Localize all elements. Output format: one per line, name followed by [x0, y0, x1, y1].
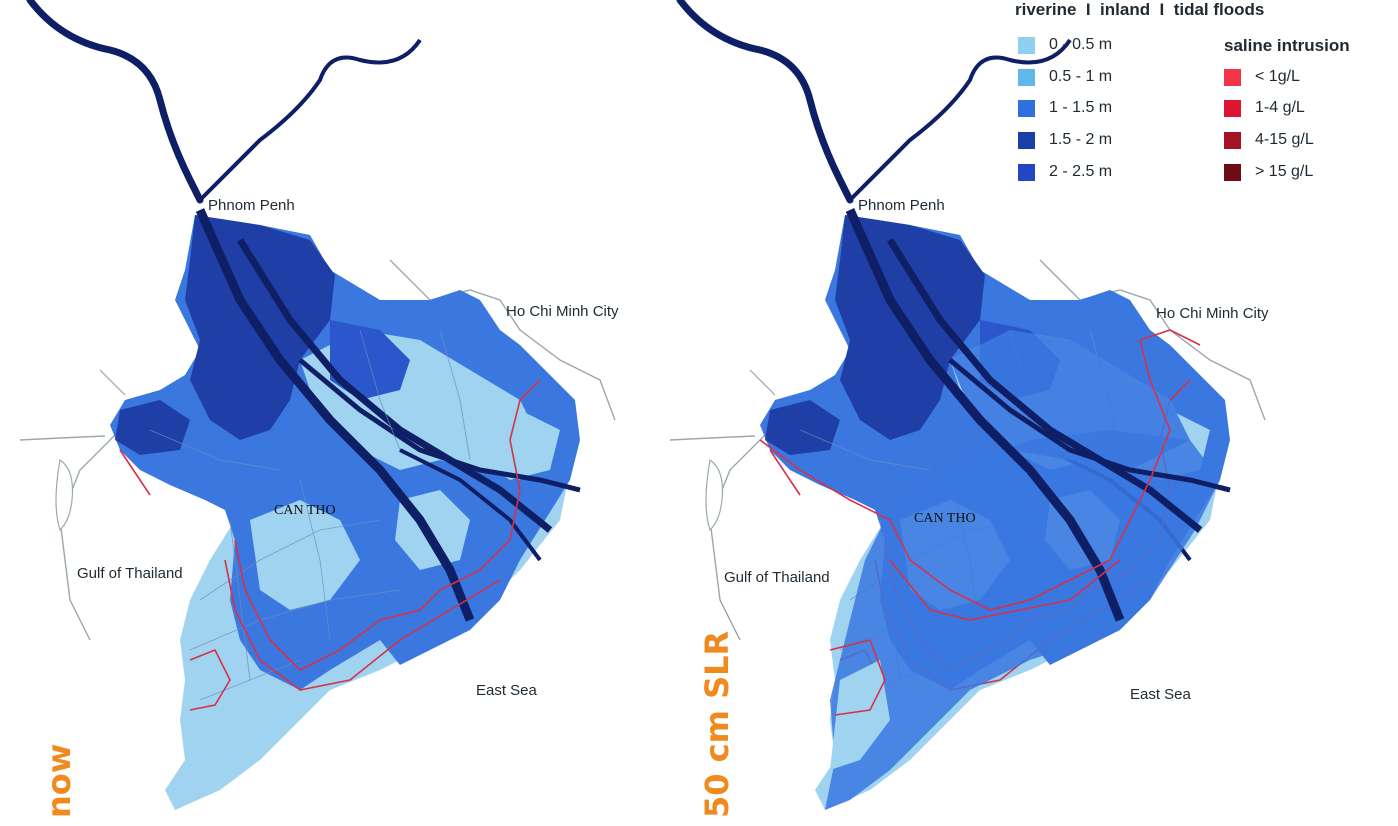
legend-label: 1 - 1.5 m [1049, 99, 1113, 116]
legend-swatch [1018, 163, 1035, 181]
legend-label: 0 - 0.5 m [1049, 36, 1113, 53]
legend-label: 1-4 g/L [1255, 99, 1305, 116]
legend-label: 4-15 g/L [1255, 131, 1314, 148]
legend-swatch [1224, 163, 1241, 181]
legend-flood-item: 0.5 - 1 m [1018, 68, 1112, 86]
legend-swatch [1018, 36, 1035, 54]
label-ho-chi-minh-city-slr: Ho Chi Minh City [1156, 305, 1269, 322]
legend-swatch [1224, 131, 1241, 149]
legend-saline-item: 1-4 g/L [1224, 99, 1305, 117]
label-can-tho-now: CAN THO [274, 503, 336, 518]
legend-saline-item: 4-15 g/L [1224, 131, 1314, 149]
label-phnom-penh-slr: Phnom Penh [858, 197, 945, 214]
legend-label: 2 - 2.5 m [1049, 163, 1113, 180]
label-gulf-of-thailand-slr: Gulf of Thailand [724, 569, 830, 586]
legend-saline-item: > 15 g/L [1224, 163, 1313, 181]
legend-saline-item: < 1g/L [1224, 68, 1300, 86]
map-slr50 [670, 0, 1265, 810]
label-phnom-penh-now: Phnom Penh [208, 197, 295, 214]
legend-saline-title: saline intrusion [1224, 36, 1350, 55]
label-east-sea-now: East Sea [476, 682, 537, 699]
legend-swatch [1018, 99, 1035, 117]
label-east-sea-slr: East Sea [1130, 686, 1191, 703]
legend-swatch [1224, 99, 1241, 117]
label-ho-chi-minh-city-now: Ho Chi Minh City [506, 303, 619, 320]
legend-label: 0.5 - 1 m [1049, 68, 1113, 85]
legend-swatch [1018, 68, 1035, 86]
legend-flood-item: 0 - 0.5 m [1018, 36, 1112, 54]
legend-label: < 1g/L [1255, 68, 1300, 85]
legend-swatch [1224, 68, 1241, 86]
label-can-tho-slr: CAN THO [914, 511, 976, 526]
legend-flood-item: 1 - 1.5 m [1018, 99, 1112, 117]
scenario-label-now: now [40, 743, 78, 818]
legend-flood-item: 2 - 2.5 m [1018, 163, 1112, 181]
legend-flood-item: 1.5 - 2 m [1018, 131, 1112, 149]
scenario-label-slr: 50 cm SLR [698, 630, 736, 818]
legend-swatch [1018, 131, 1035, 149]
legend-label: > 15 g/L [1255, 163, 1314, 180]
legend-flood-title: riverine I inland I tidal floods [1015, 0, 1265, 19]
label-gulf-of-thailand-now: Gulf of Thailand [77, 565, 183, 582]
legend-label: 1.5 - 2 m [1049, 131, 1113, 148]
